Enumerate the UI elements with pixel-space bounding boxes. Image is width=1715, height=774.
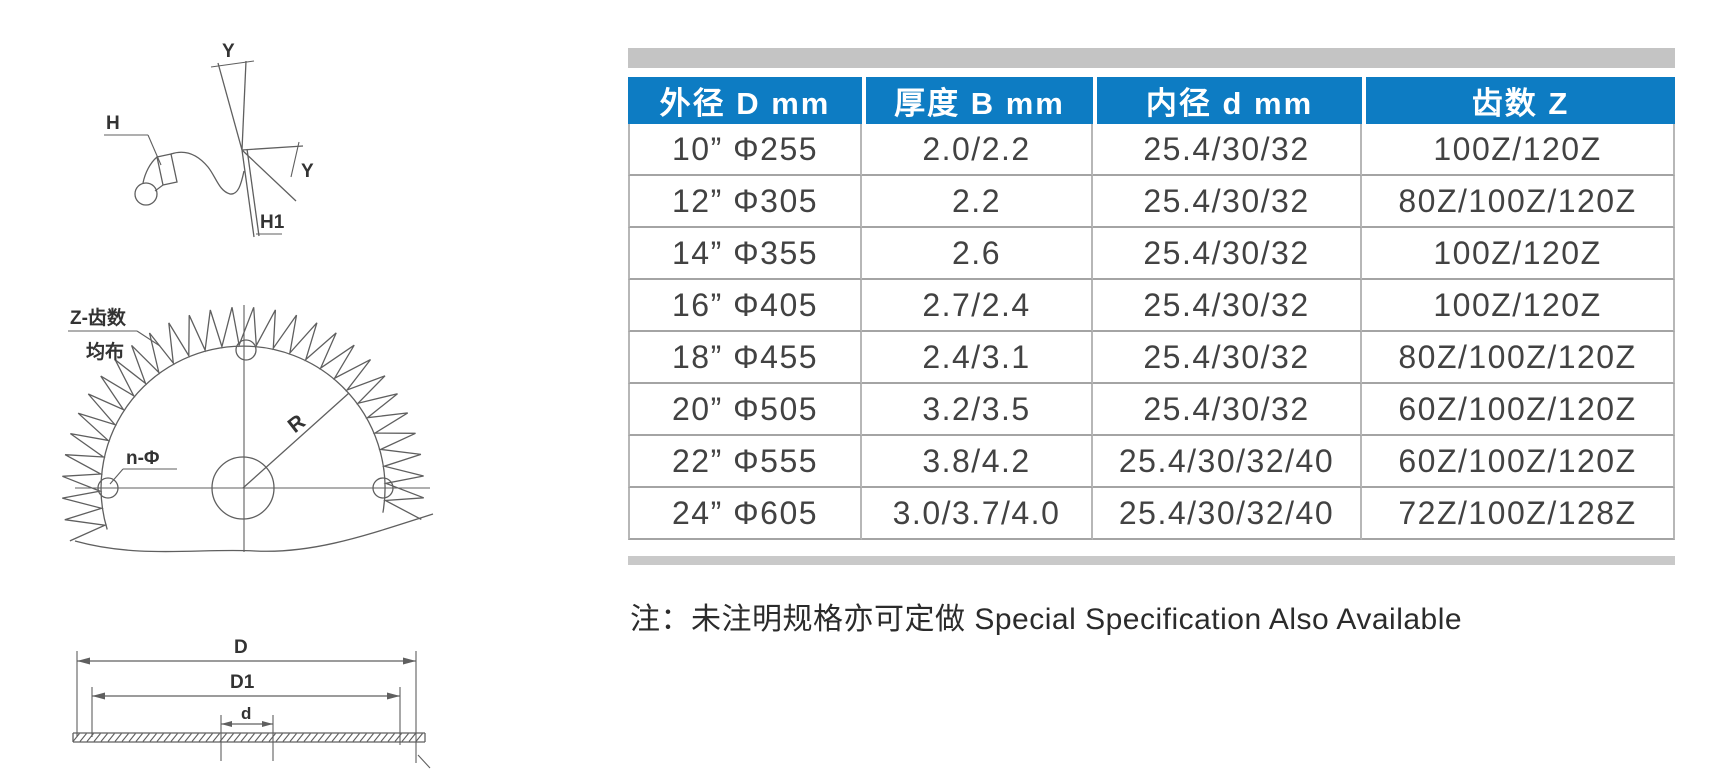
pin-holes-label: n-Φ [126,448,160,469]
header-row: 外径 D mm 厚度 B mm 内径 d mm 齿数 Z [628,77,1675,124]
table-cell: 3.0/3.7/4.0 [862,488,1093,540]
table-cell: 24” Φ605 [628,488,862,540]
table-cell: 100Z/120Z [1362,280,1675,332]
pin-holes [97,339,394,499]
table-cell: 100Z/120Z [1362,228,1675,280]
table-cell: 14” Φ355 [628,228,862,280]
table-row: 10” Φ255 2.0/2.2 25.4/30/32 100Z/120Z [628,124,1675,176]
table-row: 22” Φ555 3.8/4.2 25.4/30/32/40 60Z/100Z/… [628,436,1675,488]
outer-diameter-label: D [234,637,248,658]
table-cell: 3.8/4.2 [862,436,1093,488]
table-row: 16” Φ405 2.7/2.4 25.4/30/32 100Z/120Z [628,280,1675,332]
table-cell: 2.0/2.2 [862,124,1093,176]
table-row: 18” Φ455 2.4/3.1 25.4/30/32 80Z/100Z/120… [628,332,1675,384]
table-cell: 2.6 [862,228,1093,280]
table-cell: 60Z/100Z/120Z [1362,436,1675,488]
blade-cross-section-diagram: D D1 d [72,637,431,769]
header-outer-diameter: 外径 D mm [628,77,862,124]
table-row: 12” Φ305 2.2 25.4/30/32 80Z/100Z/120Z [628,176,1675,228]
table-row: 14” Φ355 2.6 25.4/30/32 100Z/120Z [628,228,1675,280]
header-bore-diameter: 内径 d mm [1093,77,1362,124]
table-row: 24” Φ605 3.0/3.7/4.0 25.4/30/32/40 72Z/1… [628,488,1675,540]
centerlines [75,305,430,552]
table-cell: 80Z/100Z/120Z [1362,332,1675,384]
bore-label: d [241,704,251,723]
section-hatch [72,733,423,742]
table-cell: 25.4/30/32 [1093,228,1362,280]
table-cell: 10” Φ255 [628,124,862,176]
tooth-profile-diagram: Y Y H H1 [104,41,314,238]
table-cell: 72Z/100Z/128Z [1362,488,1675,540]
dimension-d-bore [220,715,274,761]
table-cell: 25.4/30/32 [1093,176,1362,228]
teeth-count-label: Z-齿数 [70,306,127,329]
break-line [74,513,434,553]
blade-leader-lines [68,330,177,485]
spec-table: 外径 D mm 厚度 B mm 内径 d mm 齿数 Z 10” Φ255 2.… [628,48,1675,565]
header-teeth-count: 齿数 Z [1362,77,1675,124]
header-thickness: 厚度 B mm [862,77,1093,124]
table-cell: 12” Φ305 [628,176,862,228]
tooth-angle-lines [210,60,304,202]
radius-label: R [284,410,310,437]
dimension-d-outer [76,651,417,763]
tooth-angle-side-label: Y [301,161,314,182]
tooth-leader-lines [104,134,282,235]
table-cell: 2.4/3.1 [862,332,1093,384]
table-cell: 25.4/30/32 [1093,332,1362,384]
table-cell: 2.7/2.4 [862,280,1093,332]
table-cell: 3.2/3.5 [862,384,1093,436]
table-cell: 25.4/30/32 [1093,280,1362,332]
table-cell: 60Z/100Z/120Z [1362,384,1675,436]
note-text: 注：未注明规格亦可定做 Special Specification Also A… [630,603,1463,636]
evenly-spaced-label: 均布 [86,340,124,363]
tooth-shape [134,151,245,206]
table-cell: 20” Φ505 [628,384,862,436]
table-cell: 25.4/30/32/40 [1093,488,1362,540]
bottom-gray-bar [628,556,1675,565]
table-cell: 80Z/100Z/120Z [1362,176,1675,228]
rim-inner-arc [100,345,386,530]
table-cell: 16” Φ405 [628,280,862,332]
table-row: 20” Φ505 3.2/3.5 25.4/30/32 60Z/100Z/120… [628,384,1675,436]
bore-circle [211,456,275,520]
tooth-relief2-label: H1 [260,212,285,233]
radius-line [242,392,350,489]
table-cell: 22” Φ555 [628,436,862,488]
serrated-rim [62,307,424,542]
table-cell: 100Z/120Z [1362,124,1675,176]
spec-data-table: 外径 D mm 厚度 B mm 内径 d mm 齿数 Z 10” Φ255 2.… [628,77,1675,540]
top-gray-bar [628,48,1675,68]
table-cell: 25.4/30/32 [1093,384,1362,436]
tooth-angle-top-label: Y [222,41,235,62]
blade-front-diagram: Z-齿数 均布 n-Φ R [62,305,434,553]
table-cell: 18” Φ455 [628,332,862,384]
section-body [72,732,431,769]
table-cell: 2.2 [862,176,1093,228]
table-cell: 25.4/30/32/40 [1093,436,1362,488]
pitch-diameter-label: D1 [230,672,255,693]
tooth-relief-label: H [106,113,120,134]
table-cell: 25.4/30/32 [1093,124,1362,176]
tooth-face-lines [241,148,260,238]
